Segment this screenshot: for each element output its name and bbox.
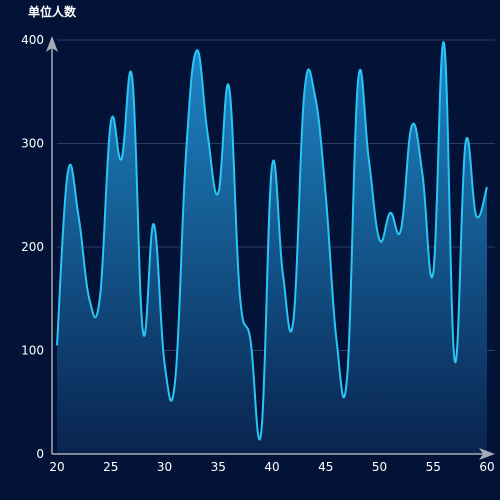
x-tick-label-50: 50 (372, 460, 387, 474)
x-tick-label-20: 20 (49, 460, 64, 474)
y-tick-label-200: 200 (21, 240, 44, 254)
x-axis-arrow-icon (479, 448, 495, 460)
x-tick-label-45: 45 (318, 460, 333, 474)
axes (46, 36, 495, 460)
x-tick-label-35: 35 (211, 460, 226, 474)
area-fill (57, 42, 487, 455)
x-tick-label-55: 55 (426, 460, 441, 474)
series-line-path (56, 41, 488, 441)
x-tick-label-30: 30 (157, 460, 172, 474)
x-tick-label-25: 25 (103, 460, 118, 474)
series-line (56, 41, 488, 441)
y-axis-unit-label: 单位人数 (28, 4, 77, 19)
x-tick-labels: 20 25 30 35 40 45 50 55 60 (49, 460, 494, 474)
y-tick-label-100: 100 (21, 344, 44, 358)
y-tick-label-400: 400 (21, 33, 44, 47)
x-tick-label-40: 40 (264, 460, 279, 474)
y-tick-labels: 0 100 200 300 400 (21, 33, 44, 461)
series-area (57, 42, 487, 455)
y-axis-arrow-icon (46, 36, 58, 52)
x-tick-label-60: 60 (479, 460, 494, 474)
y-tick-label-300: 300 (21, 137, 44, 151)
y-tick-label-0: 0 (36, 447, 44, 461)
